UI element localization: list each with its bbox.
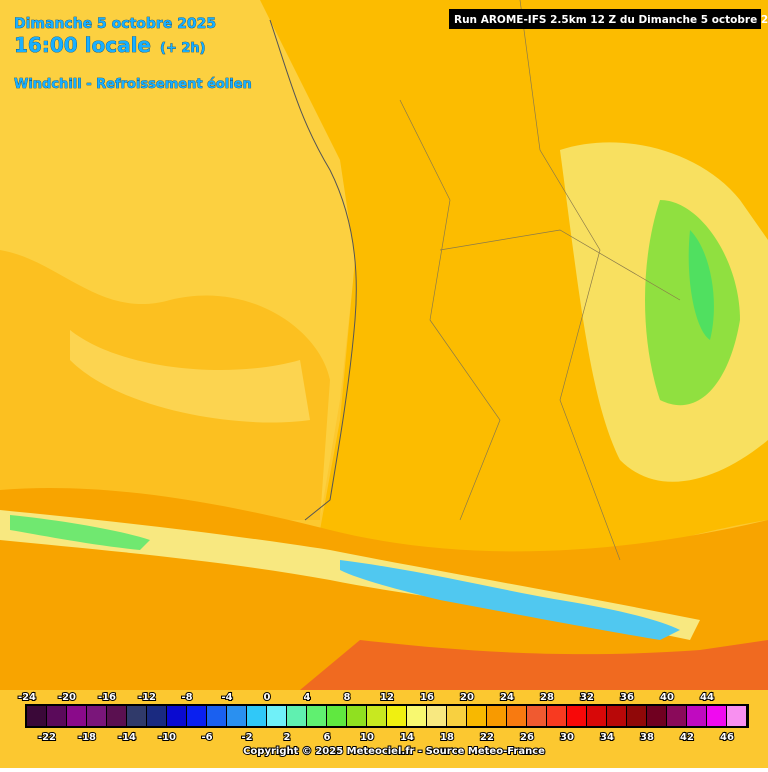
legend-label: -2 — [241, 732, 252, 743]
legend-label: 0 — [264, 692, 271, 703]
legend-label: 2 — [284, 732, 291, 743]
legend-swatch — [687, 706, 706, 726]
legend-label: 22 — [480, 732, 494, 743]
legend-swatch — [107, 706, 126, 726]
legend-label: 8 — [344, 692, 351, 703]
legend-swatch — [447, 706, 466, 726]
legend-label: -12 — [138, 692, 156, 703]
legend-swatch — [487, 706, 506, 726]
legend-label: 36 — [620, 692, 634, 703]
coastline — [269, 19, 357, 521]
legend-label: -16 — [98, 692, 116, 703]
legend-label: 12 — [380, 692, 394, 703]
pyrenees-peaks — [340, 560, 680, 640]
legend-label: -4 — [221, 692, 232, 703]
legend-label: -6 — [201, 732, 212, 743]
legend-label: 32 — [580, 692, 594, 703]
legend-label: 18 — [440, 732, 454, 743]
parameter: Windchill - Refroissement éolien — [14, 77, 252, 92]
legend-swatch — [67, 706, 86, 726]
legend-swatch — [287, 706, 306, 726]
legend-swatch — [27, 706, 46, 726]
legend-label: -20 — [58, 692, 76, 703]
legend-label: -14 — [118, 732, 136, 743]
legend-label: 10 — [360, 732, 374, 743]
legend-label: 6 — [324, 732, 331, 743]
legend-swatch — [527, 706, 546, 726]
admin-borders — [399, 0, 681, 561]
legend: -24-22-20-18-16-14-12-10-8-6-4-202468101… — [17, 691, 749, 744]
legend-label: -24 — [18, 692, 36, 703]
legend-swatch — [387, 706, 406, 726]
legend-label: 38 — [640, 732, 654, 743]
legend-label: 14 — [400, 732, 414, 743]
legend-label: -18 — [78, 732, 96, 743]
legend-swatch — [347, 706, 366, 726]
legend-swatch — [207, 706, 226, 726]
legend-swatch — [367, 706, 386, 726]
legend-label: 16 — [420, 692, 434, 703]
legend-label: -10 — [158, 732, 176, 743]
legend-label: -22 — [38, 732, 56, 743]
legend-label: 34 — [600, 732, 614, 743]
legend-swatch — [147, 706, 166, 726]
legend-swatch — [47, 706, 66, 726]
legend-swatch — [167, 706, 186, 726]
time: 16:00 locale — [14, 33, 151, 57]
legend-swatch — [507, 706, 526, 726]
date: Dimanche 5 octobre 2025 — [14, 16, 216, 32]
sea-cool — [70, 330, 310, 423]
legend-swatch — [267, 706, 286, 726]
legend-swatch — [667, 706, 686, 726]
legend-swatch — [627, 706, 646, 726]
ebro — [300, 640, 768, 690]
legend-swatch — [707, 706, 726, 726]
legend-swatch — [587, 706, 606, 726]
run-info: Run AROME-IFS 2.5km 12 Z du Dimanche 5 o… — [454, 14, 768, 26]
highlands — [645, 200, 740, 406]
legend-swatch — [607, 706, 626, 726]
legend-label: 20 — [460, 692, 474, 703]
run-box — [449, 9, 761, 29]
highlands-cold — [688, 230, 714, 340]
legend-swatch — [227, 706, 246, 726]
legend-label: 26 — [520, 732, 534, 743]
legend-label: 24 — [500, 692, 514, 703]
legend-label: 4 — [304, 692, 311, 703]
cantabria — [10, 515, 150, 550]
legend-swatch — [727, 706, 746, 726]
offset: (+ 2h) — [160, 41, 206, 56]
legend-label: 46 — [720, 732, 734, 743]
legend-swatch — [647, 706, 666, 726]
legend-swatch — [87, 706, 106, 726]
legend-swatch — [407, 706, 426, 726]
legend-swatch — [127, 706, 146, 726]
legend-label: 28 — [540, 692, 554, 703]
copyright: Copyright © 2025 Meteociel.fr - Source M… — [243, 746, 545, 757]
legend-swatch — [327, 706, 346, 726]
legend-label: 44 — [700, 692, 714, 703]
legend-swatch — [467, 706, 486, 726]
legend-label: -8 — [181, 692, 192, 703]
legend-swatch — [547, 706, 566, 726]
legend-swatch — [427, 706, 446, 726]
legend-swatch — [567, 706, 586, 726]
legend-label: 40 — [660, 692, 674, 703]
legend-swatch — [307, 706, 326, 726]
legend-swatch — [247, 706, 266, 726]
legend-label: 30 — [560, 732, 574, 743]
legend-swatch — [187, 706, 206, 726]
legend-label: 42 — [680, 732, 694, 743]
